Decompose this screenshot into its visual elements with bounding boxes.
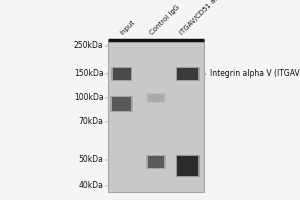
Text: Integrin alpha V (ITGAV/CD51): Integrin alpha V (ITGAV/CD51)	[210, 70, 300, 78]
Bar	[148, 156, 164, 168]
Text: ITGAV/CD51 antibody: ITGAV/CD51 antibody	[179, 0, 236, 36]
Bar	[110, 96, 133, 112]
Bar	[146, 93, 166, 103]
Text: Control IgG: Control IgG	[149, 4, 181, 36]
Bar	[108, 40, 204, 192]
Bar	[176, 68, 200, 80]
Bar	[112, 97, 131, 111]
Text: 70kDa: 70kDa	[79, 117, 104, 127]
Bar	[148, 94, 164, 102]
Bar	[176, 155, 200, 177]
Bar	[177, 68, 198, 79]
Bar	[177, 156, 198, 176]
Text: 150kDa: 150kDa	[74, 70, 103, 78]
Text: 40kDa: 40kDa	[79, 182, 104, 190]
Text: 250kDa: 250kDa	[74, 42, 103, 50]
Text: 100kDa: 100kDa	[74, 94, 103, 102]
Bar	[146, 155, 166, 169]
Bar	[111, 68, 132, 80]
Text: Input: Input	[119, 19, 136, 36]
Bar	[112, 68, 130, 79]
Text: 50kDa: 50kDa	[79, 156, 104, 164]
